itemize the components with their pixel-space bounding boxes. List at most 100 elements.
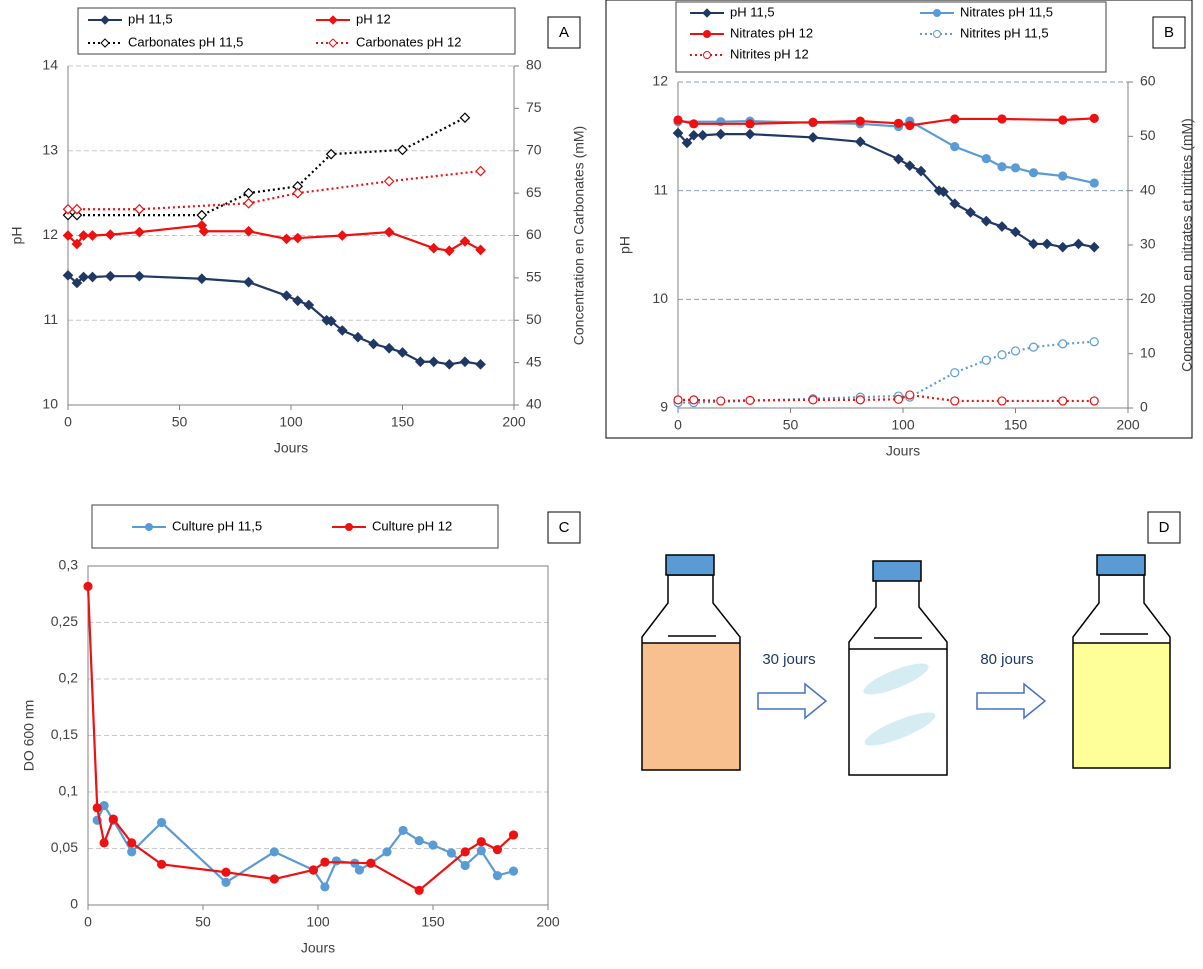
y-axis-label: pH bbox=[9, 227, 25, 245]
y-tick-label: 0,1 bbox=[59, 783, 79, 799]
marker bbox=[325, 148, 337, 160]
panel-label-box bbox=[547, 16, 581, 49]
marker bbox=[1088, 241, 1100, 253]
marker bbox=[127, 838, 137, 848]
marker bbox=[1058, 115, 1068, 125]
series-line bbox=[677, 132, 1095, 249]
marker bbox=[807, 132, 819, 143]
marker bbox=[475, 165, 486, 177]
legend-marker bbox=[345, 523, 353, 531]
marker bbox=[855, 395, 865, 405]
marker bbox=[428, 242, 440, 254]
marker bbox=[62, 209, 74, 221]
marker bbox=[508, 866, 519, 876]
marker bbox=[1010, 163, 1021, 173]
legend-marker bbox=[703, 30, 711, 38]
marker bbox=[808, 117, 818, 127]
marker bbox=[443, 245, 455, 257]
marker bbox=[336, 325, 348, 336]
marker bbox=[108, 814, 118, 824]
y-tick-label: 12 bbox=[42, 226, 58, 242]
x-tick-label: 0 bbox=[674, 417, 682, 433]
panel-label: D bbox=[1159, 519, 1170, 536]
marker bbox=[915, 165, 927, 177]
series-line bbox=[678, 393, 1095, 403]
marker bbox=[893, 118, 904, 128]
chart: 9 10 11 12 0 10 20 30 40 50 60 0 50 100 150 200 Jours pH C… bbox=[605, 0, 1195, 459]
y2-tick-label: 75 bbox=[526, 99, 542, 115]
marker bbox=[134, 203, 145, 215]
legend-marker bbox=[100, 15, 110, 25]
marker bbox=[808, 395, 818, 405]
bottle-1 bbox=[641, 554, 741, 771]
marker bbox=[997, 114, 1007, 124]
bottle-2 bbox=[848, 560, 948, 776]
panel-frame bbox=[605, 0, 1193, 439]
x-tick-label: 50 bbox=[783, 417, 799, 433]
marker bbox=[997, 396, 1007, 406]
y2-tick-label: 40 bbox=[526, 396, 542, 412]
y2-tick-label: 10 bbox=[1140, 344, 1156, 360]
marker bbox=[320, 857, 330, 867]
marker bbox=[459, 236, 471, 247]
marker bbox=[672, 127, 684, 139]
marker bbox=[893, 153, 904, 165]
marker bbox=[949, 198, 961, 210]
series-line bbox=[68, 116, 466, 217]
marker bbox=[1028, 168, 1039, 178]
marker bbox=[938, 186, 949, 198]
x-tick-label: 150 bbox=[1004, 417, 1028, 433]
marker bbox=[414, 356, 426, 368]
marker bbox=[475, 358, 486, 370]
marker bbox=[320, 882, 330, 892]
marker bbox=[744, 128, 756, 140]
marker bbox=[997, 162, 1007, 172]
y-tick-label: 9 bbox=[660, 399, 668, 415]
legend-label: pH 11,5 bbox=[128, 11, 173, 26]
legend-box bbox=[675, 1, 1107, 73]
legend-label: pH 12 bbox=[356, 11, 391, 26]
marker bbox=[428, 840, 438, 850]
marker bbox=[157, 817, 167, 828]
x-tick-label: 100 bbox=[306, 914, 330, 930]
marker bbox=[243, 197, 254, 209]
legend-label: Culture pH 12 bbox=[372, 518, 452, 533]
y-tick-label: 11 bbox=[653, 181, 668, 197]
marker bbox=[1058, 339, 1068, 349]
chart: 0 0,05 0,1 0,15 0,2 0,25 0,3 0 50 100 150 200 Jours D… bbox=[21, 504, 581, 956]
marker bbox=[243, 225, 254, 237]
marker bbox=[99, 838, 109, 848]
marker bbox=[83, 581, 93, 591]
marker bbox=[1058, 171, 1068, 181]
marker bbox=[292, 232, 304, 244]
marker bbox=[459, 356, 471, 368]
marker bbox=[855, 116, 865, 126]
y-tick-label: 12 bbox=[652, 73, 668, 89]
marker bbox=[697, 129, 709, 141]
marker bbox=[221, 867, 231, 877]
series-line bbox=[96, 803, 514, 890]
marker bbox=[78, 230, 89, 241]
marker bbox=[382, 847, 392, 857]
y-tick-label: 0,05 bbox=[51, 839, 78, 855]
marker bbox=[476, 837, 486, 847]
legend-label: Nitrates pH 12 bbox=[730, 25, 813, 40]
y-tick-label: 0 bbox=[70, 896, 78, 912]
series-line bbox=[67, 224, 482, 252]
marker bbox=[281, 233, 292, 245]
y-tick-label: 0,25 bbox=[51, 613, 78, 629]
marker bbox=[414, 885, 424, 895]
y2-tick-label: 40 bbox=[1140, 181, 1156, 197]
marker bbox=[196, 273, 208, 285]
marker bbox=[366, 858, 376, 868]
legend-marker bbox=[703, 51, 711, 59]
marker bbox=[383, 342, 395, 354]
marker bbox=[981, 355, 991, 365]
y-tick-label: 0,15 bbox=[51, 726, 78, 742]
marker bbox=[981, 154, 991, 164]
panel-label-box bbox=[547, 511, 581, 544]
marker bbox=[87, 271, 98, 283]
marker bbox=[71, 203, 83, 215]
marker bbox=[1089, 396, 1099, 406]
